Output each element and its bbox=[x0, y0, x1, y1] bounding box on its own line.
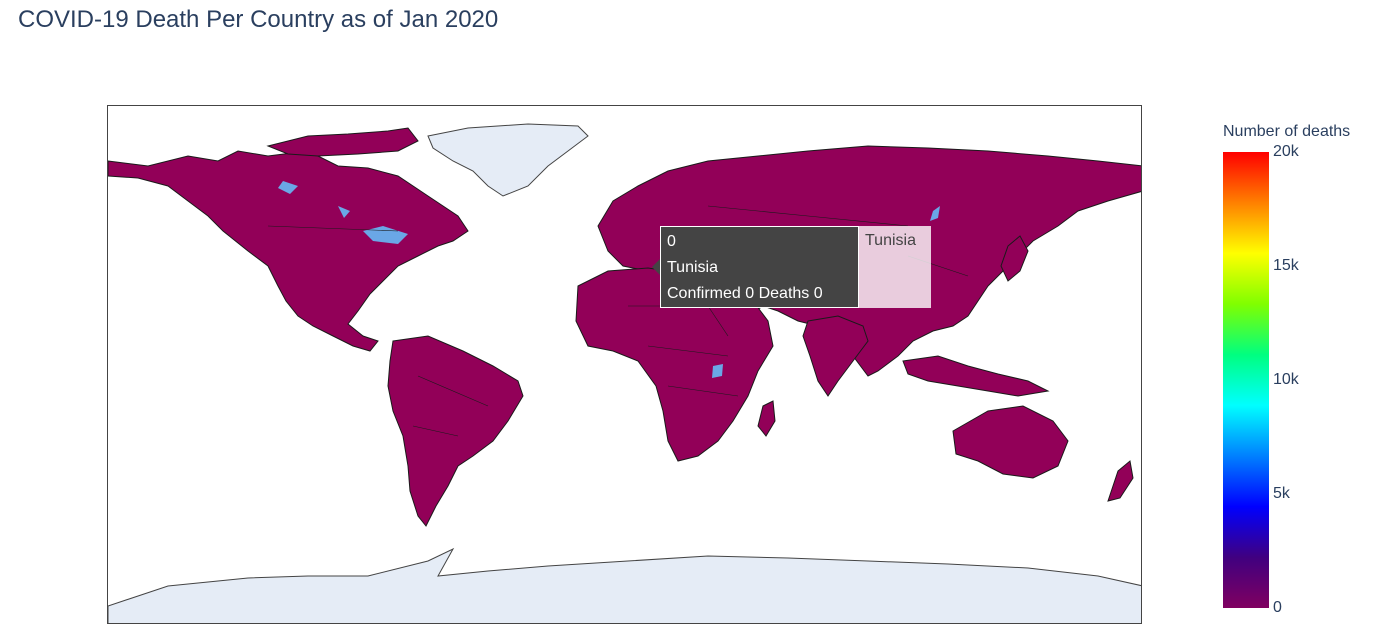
sea-islands[interactable] bbox=[902, 355, 1050, 397]
hover-tooltip: 0 Tunisia Confirmed 0 Deaths 0 bbox=[660, 226, 859, 308]
tooltip-country: Tunisia bbox=[667, 259, 718, 276]
colorbar-tick-5k: 5k bbox=[1273, 485, 1290, 502]
greenland[interactable] bbox=[427, 123, 589, 197]
japan[interactable] bbox=[1000, 235, 1029, 282]
world-map-svg[interactable] bbox=[108, 106, 1142, 624]
great-lakes bbox=[363, 226, 408, 244]
south-america[interactable] bbox=[387, 335, 524, 527]
madagascar[interactable] bbox=[757, 400, 776, 437]
colorbar-tick-15k: 15k bbox=[1273, 257, 1299, 274]
india[interactable] bbox=[802, 315, 869, 397]
australia[interactable] bbox=[952, 405, 1069, 479]
colorbar-tick-10k: 10k bbox=[1273, 371, 1299, 388]
lake-baikal bbox=[930, 206, 940, 221]
colorbar[interactable] bbox=[1223, 152, 1269, 608]
colorbar-title: Number of deaths bbox=[1223, 123, 1351, 140]
lake-victoria bbox=[712, 364, 723, 378]
antarctica[interactable] bbox=[108, 547, 1142, 624]
arctic-islands[interactable] bbox=[266, 127, 419, 157]
tooltip-arrow bbox=[652, 259, 660, 275]
colorbar-tick-0: 0 bbox=[1273, 599, 1282, 616]
tooltip-detail: Confirmed 0 Deaths 0 bbox=[667, 285, 823, 302]
canadian-lakes bbox=[278, 181, 350, 218]
north-america[interactable] bbox=[108, 150, 469, 352]
tooltip-value: 0 bbox=[667, 233, 676, 250]
colorbar-tick-20k: 20k bbox=[1273, 143, 1299, 160]
map-title: COVID-19 Death Per Country as of Jan 202… bbox=[18, 6, 499, 33]
world-map[interactable] bbox=[107, 105, 1142, 624]
new-zealand[interactable] bbox=[1107, 460, 1134, 502]
tooltip-trace-label: Tunisia bbox=[859, 226, 931, 308]
